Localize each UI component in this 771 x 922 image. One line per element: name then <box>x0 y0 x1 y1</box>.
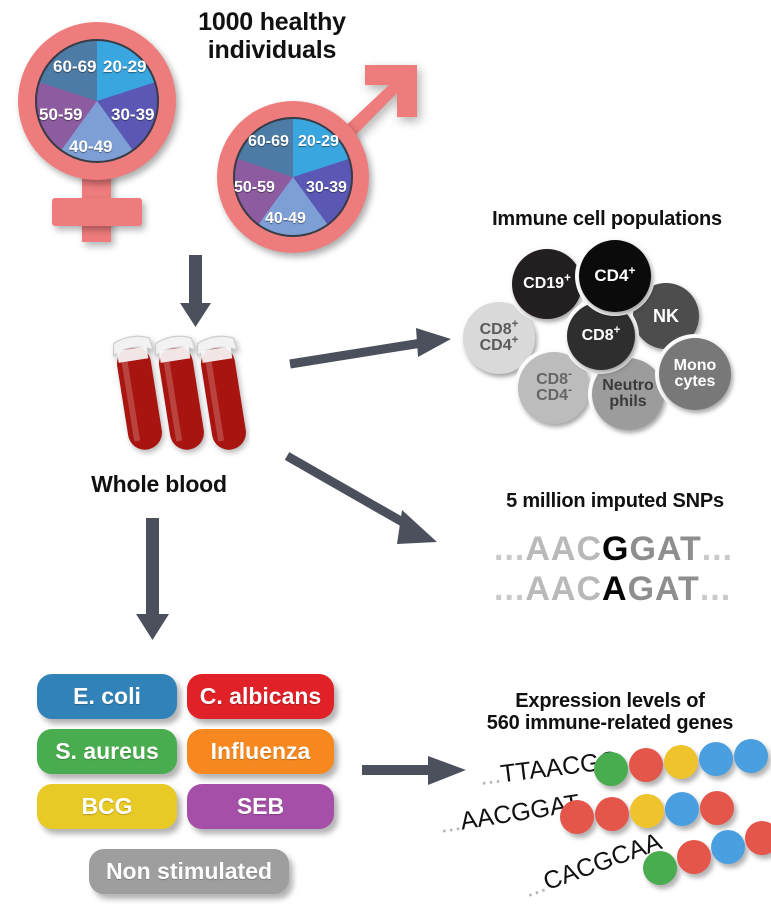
expression-title-line2: 560 immune-related genes <box>486 712 734 735</box>
expression-bead <box>643 851 677 885</box>
male-pie-label-50-59: 50-59 <box>234 179 275 196</box>
stimulus-non-stimulated[interactable]: Non stimulated <box>89 849 289 894</box>
expression-bead <box>700 791 734 825</box>
expression-bead <box>629 748 663 782</box>
immune-cell-monocytes-label: Mono cytes <box>673 356 717 390</box>
stimulus-e-coli[interactable]: E. coli <box>37 674 177 719</box>
immune-cell-cd8-positive: CD8+ <box>567 302 635 370</box>
cohort-title-line2: individuals <box>207 36 337 64</box>
immune-cell-cd8pos-cd4pos-label: CD8+ CD4+ <box>479 318 519 354</box>
expression-strand-3: ...CACGCAA <box>520 810 771 903</box>
immune-cell-cd4-positive: CD4+ <box>579 240 651 312</box>
expression-bead <box>665 792 699 826</box>
snp-allele-2-prefix: ... <box>494 570 526 608</box>
female-pie-label-30-39: 30-39 <box>111 105 155 124</box>
whole-blood-tubes-icon <box>112 335 246 450</box>
expression-bead <box>594 752 628 786</box>
arrow-blood-to-immune-cells <box>289 328 451 369</box>
snp-allele-1-suffix: ... <box>701 530 734 568</box>
immune-cell-monocytes: Mono cytes <box>659 338 731 410</box>
immune-cell-neutrophils-label: Neutro phils <box>602 376 654 410</box>
immune-cell-populations-title: Immune cell populations <box>492 208 722 230</box>
stimulus-s-aureus[interactable]: S. aureus <box>37 729 177 774</box>
immune-cell-cd8-label: CD8+ <box>581 324 621 344</box>
female-gender-symbol: 20-29 30-39 40-49 50-59 60-69 <box>8 12 188 242</box>
immune-cell-cd8pos-cd4pos: CD8+ CD4+ <box>463 302 535 374</box>
expression-bead <box>560 800 594 834</box>
snp-allele-1-prefix: ... <box>494 530 526 568</box>
female-pie-label-50-59: 50-59 <box>39 105 83 124</box>
expression-title-line1: Expression levels of <box>515 690 705 712</box>
stimulus-seb[interactable]: SEB <box>187 784 334 829</box>
expression-bead <box>734 739 768 773</box>
expression-bead <box>711 830 745 864</box>
snp-allele-1: ...AACGGAT... <box>494 530 733 569</box>
male-pie-label-20-29: 20-29 <box>298 133 339 150</box>
stimulus-c-albicans[interactable]: C. albicans <box>187 674 334 719</box>
snp-allele-2-left: AAC <box>525 570 603 608</box>
female-pie-label-40-49: 40-49 <box>69 137 113 156</box>
snp-allele-1-variant: G <box>602 530 630 568</box>
male-pie-label-40-49: 40-49 <box>265 210 306 227</box>
cohort-title-line1: 1000 healthy <box>198 8 346 36</box>
stimulus-bcg[interactable]: BCG <box>37 784 177 829</box>
cohort-title: 1000 healthy individuals <box>172 8 372 64</box>
expression-title: Expression levels of 560 immune-related … <box>455 690 765 735</box>
female-pie-label-20-29: 20-29 <box>103 57 147 76</box>
male-pie-label-60-69: 60-69 <box>248 133 289 150</box>
snp-allele-1-right: GAT <box>629 530 702 568</box>
expression-bead <box>677 840 711 874</box>
immune-cell-cluster: CD19+ CD4+ NK CD8+ CD4+ CD8+ CD8- CD4- N… <box>455 240 755 430</box>
snp-allele-1-left: AAC <box>525 530 603 568</box>
female-symbol-crossbar <box>52 198 142 226</box>
immune-cell-cd8neg-cd4neg-label: CD8- CD4- <box>536 368 572 404</box>
immune-cell-cd4-label: CD4+ <box>594 263 636 286</box>
stimulus-influenza[interactable]: Influenza <box>187 729 334 774</box>
arrow-blood-to-stimuli <box>136 518 169 640</box>
male-pie-label-30-39: 30-39 <box>306 179 347 196</box>
expression-strand-2: ...AACGGAT <box>438 785 760 845</box>
snps-title: 5 million imputed SNPs <box>506 490 724 512</box>
expression-bead <box>699 742 733 776</box>
expression-bead <box>664 745 698 779</box>
immune-cell-neutrophils: Neutro phils <box>592 358 664 430</box>
male-gender-symbol: 20-29 30-39 40-49 50-59 60-69 <box>205 55 435 255</box>
snp-allele-2-suffix: ... <box>699 570 732 608</box>
expression-bead <box>745 821 771 855</box>
snp-allele-2-variant: A <box>602 570 628 608</box>
immune-cell-cd8neg-cd4neg: CD8- CD4- <box>518 352 590 424</box>
arrow-cohort-to-blood <box>180 255 211 327</box>
immune-cell-cd19-label: CD19+ <box>523 272 571 292</box>
female-age-pie-chart <box>35 39 159 163</box>
expression-strand-1: ...TTAACGG <box>478 735 770 795</box>
snp-allele-2: ...AACAGAT... <box>494 570 731 609</box>
male-age-pie-chart <box>233 117 353 237</box>
arrow-stimuli-to-expression <box>362 756 466 785</box>
expression-bead <box>630 794 664 828</box>
whole-blood-label: Whole blood <box>91 471 227 497</box>
arrow-blood-to-snps <box>285 452 437 544</box>
immune-cell-cd19-positive: CD19+ <box>512 249 582 319</box>
immune-cell-nk-label: NK <box>653 305 679 326</box>
snp-allele-2-right: GAT <box>627 570 700 608</box>
female-pie-label-60-69: 60-69 <box>53 57 97 76</box>
expression-bead <box>595 797 629 831</box>
